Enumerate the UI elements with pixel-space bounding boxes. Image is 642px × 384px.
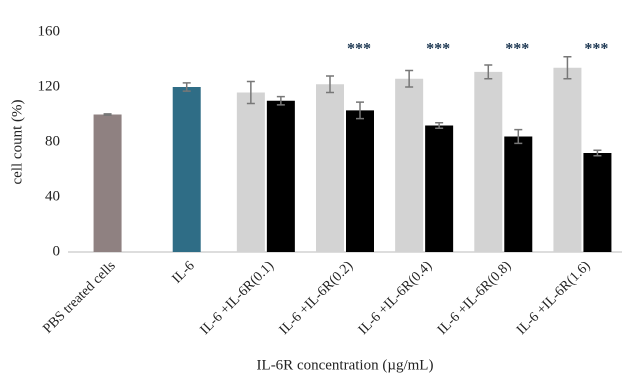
significance-annotation: *** — [347, 41, 371, 58]
y-tick-label: 80 — [45, 133, 60, 149]
error-bar — [435, 122, 444, 129]
error-bar — [484, 64, 493, 80]
y-tick-label: 160 — [38, 23, 61, 39]
bar — [93, 114, 122, 252]
bar — [346, 110, 374, 252]
error-bar — [326, 75, 334, 94]
bar — [553, 67, 582, 252]
x-tick-label: PBS treated cells — [40, 258, 118, 336]
x-tick-label: IL-6 +IL-6R(0.8) — [435, 258, 515, 338]
error-bar — [514, 128, 523, 145]
bar — [236, 92, 265, 252]
x-tick-label: IL-6 — [170, 258, 198, 286]
error-bar — [563, 56, 572, 80]
bar — [504, 136, 533, 252]
y-axis-title: cell count (%) — [9, 100, 25, 185]
error-bar — [405, 69, 414, 88]
x-tick-label: IL-6 +IL-6R(0.4) — [356, 258, 436, 338]
bar — [583, 153, 612, 252]
y-tick-label: 120 — [38, 78, 61, 94]
bar — [316, 84, 344, 252]
y-tick-label: 40 — [45, 188, 60, 204]
error-bar — [593, 149, 602, 157]
error-bar — [246, 80, 255, 105]
bar — [172, 87, 201, 252]
x-tick-label: IL-6 +IL-6R(0.2) — [277, 258, 357, 338]
significance-annotation: *** — [505, 41, 529, 58]
bar — [425, 125, 454, 252]
error-bar — [356, 101, 364, 120]
bar — [395, 78, 424, 252]
error-bar — [103, 113, 112, 116]
error-bar — [182, 82, 191, 92]
x-tick-label: IL-6 +IL-6R(1.6) — [514, 258, 594, 338]
x-axis-title: IL-6R concentration (µg/mL) — [257, 357, 434, 373]
x-tick-label: IL-6 +IL-6R(0.1) — [198, 258, 278, 338]
y-tick-label: 0 — [53, 243, 61, 259]
error-bar — [276, 95, 285, 106]
significance-annotation: *** — [584, 41, 608, 58]
bar — [474, 71, 503, 252]
significance-annotation: *** — [426, 41, 450, 58]
bar — [266, 100, 295, 252]
